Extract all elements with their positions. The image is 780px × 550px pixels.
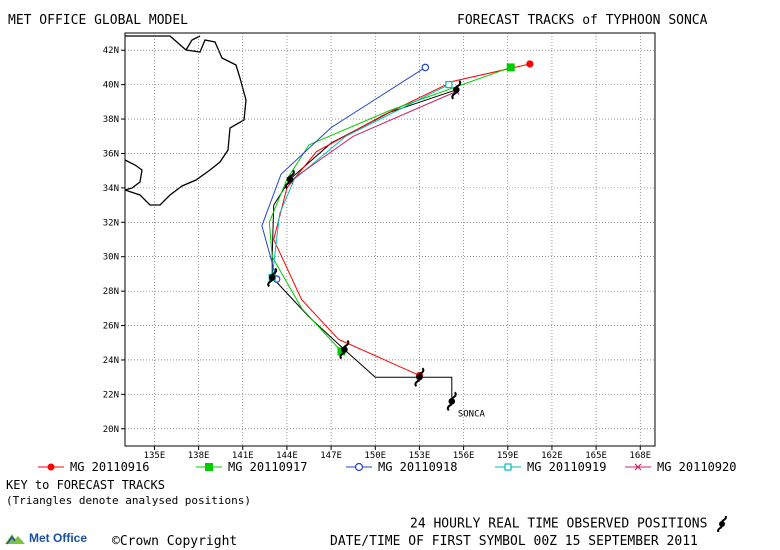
tick-label-y: 30N	[103, 253, 119, 263]
tick-label-x: 147E	[320, 451, 342, 460]
legend-label: MG 20110918	[378, 460, 458, 474]
tick-label-x: 144E	[276, 451, 298, 460]
coastline-2	[185, 35, 201, 51]
legend-marker-icon	[625, 463, 651, 471]
page-title-left: MET OFFICE GLOBAL MODEL	[8, 13, 189, 28]
coastline-1	[124, 159, 143, 191]
typhoon-symbol-icon	[717, 515, 728, 533]
tick-label-x: 150E	[364, 451, 386, 460]
legend-marker-icon	[38, 463, 64, 471]
copyright-text: Crown Copyright	[119, 534, 238, 549]
tick-label-x: 138E	[188, 451, 210, 460]
observed-positions-text: 24 HOURLY REAL TIME OBSERVED POSITIONS	[410, 516, 708, 532]
legend-item: MG 20110919	[495, 460, 606, 474]
typhoon-symbol	[284, 169, 295, 190]
key-note: (Triangles denote analysed positions)	[6, 494, 252, 507]
forecast-marker-1	[337, 347, 346, 356]
copyright-icon: ©	[112, 534, 120, 549]
tick-label-x: 141E	[232, 451, 254, 460]
page-title-right: FORECAST TRACKS of TYPHOON SONCA	[457, 13, 708, 28]
tick-label-y: 20N	[103, 425, 119, 435]
forecast-track-line-3	[271, 84, 450, 278]
tick-label-y: 38N	[103, 115, 119, 125]
legend-label: MG 20110919	[527, 460, 607, 474]
met-office-logo-icon	[5, 534, 25, 545]
tick-label-x: 135E	[144, 451, 166, 460]
tick-label-y: 26N	[103, 322, 119, 332]
legend-item: MG 20110918	[346, 460, 457, 474]
legend-item: MG 20110917	[196, 460, 307, 474]
legend: MG 20110916 MG 20110917 MG 20110918 MG 2011…	[0, 460, 780, 478]
forecast-track-line-1	[268, 66, 511, 352]
typhoon-symbol	[446, 391, 457, 412]
observed-positions-label: 24 HOURLY REAL TIME OBSERVED POSITIONS	[410, 515, 729, 533]
tick-label-x: 159E	[497, 451, 519, 460]
tick-label-x: 162E	[541, 451, 563, 460]
legend-marker-icon	[196, 463, 222, 471]
tick-label-y: 42N	[103, 46, 119, 56]
legend-label: MG 20110920	[657, 460, 737, 474]
legend-marker-icon	[346, 462, 372, 472]
typhoon-symbol	[414, 367, 425, 387]
tick-label-x: 153E	[409, 451, 431, 460]
first-symbol-datetime: DATE/TIME OF FIRST SYMBOL 00Z 15 SEPTEMB…	[330, 534, 698, 549]
legend-label: MG 20110917	[228, 460, 308, 474]
forecast-track-line-4	[289, 91, 457, 182]
tick-label-y: 32N	[103, 218, 119, 228]
map-frame	[124, 32, 656, 447]
met-office-logo: Met Office	[4, 531, 87, 545]
forecast-marker-3	[445, 81, 453, 89]
tick-label-y: 36N	[103, 149, 119, 159]
logo-text: Met Office	[29, 531, 88, 545]
tick-label-x: 168E	[629, 451, 651, 460]
tick-label-y: 34N	[103, 184, 119, 194]
tick-label-y: 22N	[103, 390, 119, 400]
legend-item: MG 20110916	[38, 460, 149, 474]
track-map: 135E 138E 141E 144E 147E 150E 153E 156E 159E 162E…	[103, 32, 656, 460]
tick-label-x: 165E	[585, 451, 607, 460]
key-title: KEY to FORECAST TRACKS	[6, 478, 165, 492]
copyright: ©Crown Copyright	[112, 534, 237, 549]
legend-marker-icon	[495, 463, 521, 471]
typhoon-symbol	[339, 339, 350, 360]
storm-label: SONCA	[458, 409, 486, 419]
legend-label: MG 20110916	[70, 460, 150, 474]
tick-label-y: 40N	[103, 81, 119, 91]
coastline-0	[124, 35, 247, 206]
tick-label-x: 156E	[453, 451, 475, 460]
typhoon-symbol	[451, 80, 462, 100]
legend-item: MG 20110920	[625, 460, 736, 474]
forecast-marker-2	[421, 63, 430, 72]
tick-label-y: 24N	[103, 356, 119, 366]
tick-label-y: 28N	[103, 287, 119, 297]
forecast-marker-1	[506, 63, 515, 72]
forecast-track-line-2	[261, 66, 426, 280]
typhoon-symbol	[267, 267, 278, 288]
forecast-marker-0	[526, 60, 534, 68]
